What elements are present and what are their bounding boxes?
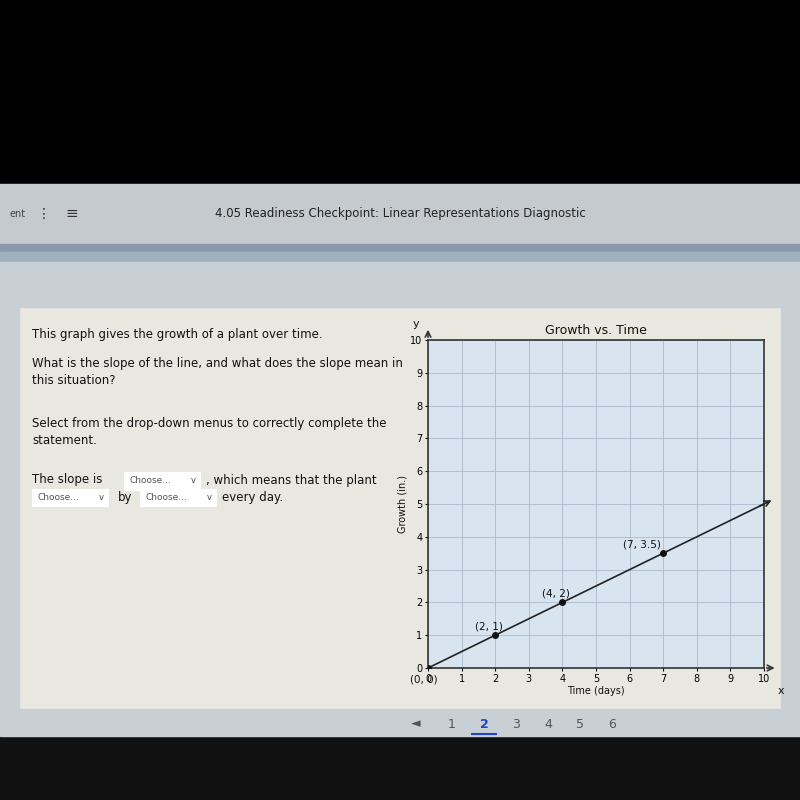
- Text: v: v: [99, 493, 104, 502]
- Text: What is the slope of the line, and what does the slope mean in: What is the slope of the line, and what …: [32, 358, 403, 370]
- X-axis label: Time (days): Time (days): [567, 686, 625, 696]
- Text: 2: 2: [480, 718, 488, 730]
- Bar: [0, 0, 800, 184]
- Bar: [0, 184, 800, 244]
- Bar: [0, 252, 800, 262]
- Text: ent: ent: [10, 209, 26, 218]
- Bar: [0, 736, 800, 800]
- Text: this situation?: this situation?: [32, 374, 115, 386]
- Text: (2, 1): (2, 1): [475, 622, 503, 631]
- Text: every day.: every day.: [222, 491, 283, 504]
- Bar: [20, 308, 780, 708]
- Text: ◄: ◄: [411, 718, 421, 730]
- Text: (0, 0): (0, 0): [410, 674, 437, 685]
- Text: (7, 3.5): (7, 3.5): [623, 539, 661, 550]
- Text: 4: 4: [544, 718, 552, 730]
- Text: Choose...: Choose...: [130, 476, 171, 486]
- Text: 5: 5: [576, 718, 584, 730]
- Bar: [32, 489, 108, 506]
- Text: (4, 2): (4, 2): [542, 589, 570, 598]
- Text: y: y: [413, 318, 419, 329]
- Bar: [0, 244, 800, 252]
- Text: , which means that the plant: , which means that the plant: [206, 474, 377, 487]
- Bar: [0, 262, 800, 736]
- Text: ≡: ≡: [66, 206, 78, 221]
- Bar: [140, 489, 216, 506]
- Text: Choose...: Choose...: [146, 493, 187, 502]
- Text: x: x: [778, 686, 784, 696]
- Text: v: v: [207, 493, 212, 502]
- Bar: [124, 472, 200, 490]
- Text: 6: 6: [608, 718, 616, 730]
- Text: Choose...: Choose...: [38, 493, 79, 502]
- Text: Select from the drop-down menus to correctly complete the: Select from the drop-down menus to corre…: [32, 418, 386, 430]
- Text: This graph gives the growth of a plant over time.: This graph gives the growth of a plant o…: [32, 328, 322, 341]
- Text: 4.05 Readiness Checkpoint: Linear Representations Diagnostic: 4.05 Readiness Checkpoint: Linear Repres…: [214, 207, 586, 220]
- Text: The slope is: The slope is: [32, 474, 102, 486]
- Text: 3: 3: [512, 718, 520, 730]
- Text: by: by: [118, 491, 132, 504]
- Text: 1: 1: [448, 718, 456, 730]
- Y-axis label: Growth (in.): Growth (in.): [398, 475, 407, 533]
- Title: Growth vs. Time: Growth vs. Time: [545, 325, 647, 338]
- Text: ⋮: ⋮: [37, 206, 51, 221]
- Text: statement.: statement.: [32, 434, 97, 446]
- Text: v: v: [191, 476, 196, 486]
